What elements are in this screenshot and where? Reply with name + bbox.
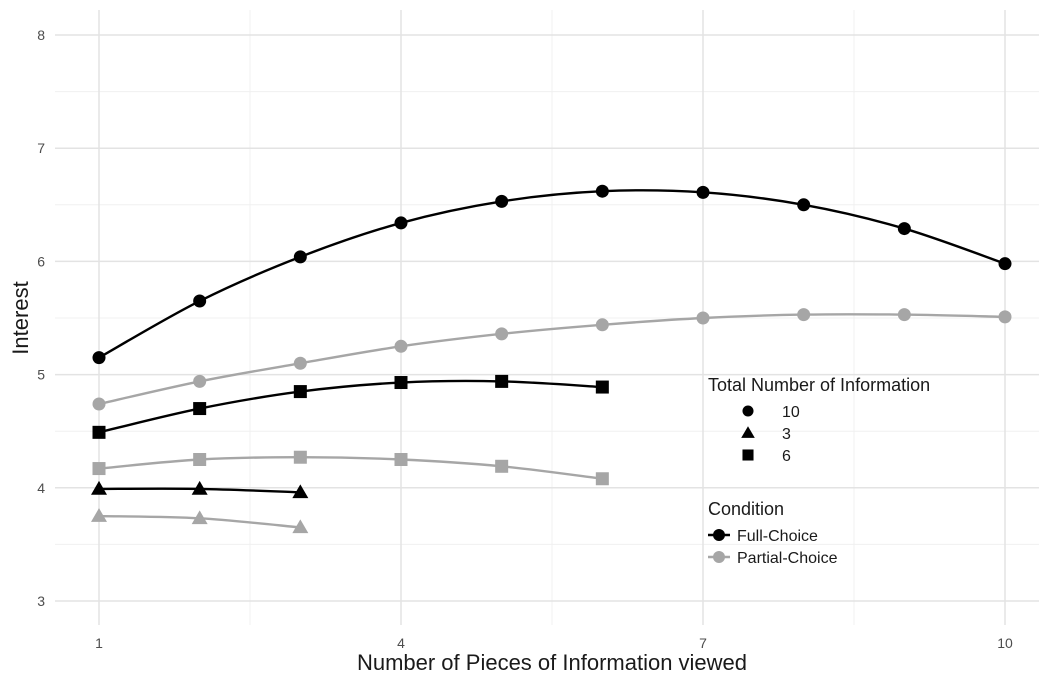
legend-key-point: [713, 551, 725, 563]
series-6-full-choice-line: [98, 379, 603, 434]
series-6-partial-choice-point: [193, 453, 207, 466]
series-layer: [91, 184, 1012, 534]
series-10-full-choice-point: [92, 351, 106, 365]
series-10-full-choice-point: [595, 184, 609, 198]
series-6-partial-choice-point: [394, 453, 408, 466]
series-10-partial-choice-point: [92, 397, 106, 411]
legend-key-circle: [742, 405, 754, 417]
y-tick-label: 6: [37, 253, 45, 269]
y-tick-label: 4: [37, 480, 45, 496]
series-10-partial-choice-point: [495, 327, 509, 341]
series-10-full-choice-point: [293, 250, 307, 264]
series-10-partial-choice-point: [394, 339, 408, 353]
series-6-partial-choice-point: [92, 462, 106, 476]
series-3-partial-choice-point: [191, 510, 208, 525]
series-10-partial-choice-point: [193, 374, 207, 388]
legend-label-total: 6: [782, 448, 791, 465]
grid: [55, 10, 1039, 625]
legend-key-square: [742, 449, 754, 461]
series-6-partial-choice-point: [293, 450, 307, 464]
series-6-full-choice: [92, 374, 609, 439]
series-10-partial-choice: [92, 308, 1012, 411]
series-10-partial-choice-point: [696, 311, 710, 325]
series-6-full-choice-point: [595, 380, 609, 394]
series-6-partial-choice-point: [595, 472, 609, 486]
series-10-full-choice-point: [696, 185, 710, 199]
x-tick-label: 4: [397, 635, 405, 651]
series-6-full-choice-point: [394, 376, 408, 390]
y-axis-title: Interest: [8, 281, 33, 354]
y-tick-label: 3: [37, 593, 45, 609]
series-3-full-choice: [91, 480, 309, 499]
series-3-partial-choice-point: [91, 508, 107, 522]
series-6-full-choice-point: [495, 374, 509, 388]
series-6-partial-choice-line: [98, 456, 603, 480]
legend-key-point: [713, 529, 725, 541]
series-3-full-choice-point: [191, 480, 208, 495]
series-10-full-choice-point: [394, 216, 408, 230]
legend-key-triangle: [741, 426, 755, 438]
series-10-full-choice-point: [998, 257, 1012, 271]
legend: Total Number of Information 10 3 6 Condition…: [708, 375, 930, 567]
series-10-full-choice-point: [193, 294, 207, 308]
series-10-partial-choice-point: [595, 318, 609, 332]
x-tick-label: 10: [997, 635, 1013, 651]
legend-label-total: 3: [782, 426, 791, 443]
series-3-partial-choice: [91, 508, 309, 534]
series-3-partial-choice-point: [292, 519, 309, 534]
series-10-partial-choice-line: [98, 313, 1006, 406]
series-10-partial-choice-point: [797, 308, 811, 322]
series-10-full-choice-line: [98, 189, 1006, 359]
legend-label-condition: Partial-Choice: [737, 550, 838, 567]
x-tick-label: 7: [699, 635, 707, 651]
series-10-partial-choice-point: [998, 310, 1012, 324]
series-10-full-choice: [92, 184, 1012, 365]
y-axis-ticks: 3 4 5 6 7 8: [37, 27, 45, 609]
legend-label-total: 10: [782, 404, 800, 421]
series-10-full-choice-point: [797, 198, 811, 212]
series-10-full-choice-point: [897, 222, 911, 236]
x-axis-title: Number of Pieces of Information viewed: [357, 650, 747, 675]
series-10-partial-choice-point: [897, 308, 911, 322]
x-axis-ticks: 1 4 7 10: [95, 635, 1013, 651]
series-10-partial-choice-point: [293, 356, 307, 370]
x-tick-label: 1: [95, 635, 103, 651]
series-6-full-choice-point: [92, 425, 106, 439]
series-6-full-choice-point: [293, 385, 307, 399]
series-6-partial-choice-point: [495, 459, 509, 473]
legend-label-condition: Full-Choice: [737, 528, 818, 545]
series-3-full-choice-point: [292, 484, 309, 499]
y-tick-label: 7: [37, 140, 45, 156]
y-tick-label: 8: [37, 27, 45, 43]
series-10-full-choice-point: [495, 194, 509, 208]
legend-title-total: Total Number of Information: [708, 375, 930, 395]
y-tick-label: 5: [37, 367, 45, 383]
series-6-partial-choice: [92, 450, 609, 486]
legend-title-condition: Condition: [708, 499, 784, 519]
series-3-full-choice-point: [91, 480, 107, 495]
series-6-full-choice-point: [193, 402, 207, 416]
